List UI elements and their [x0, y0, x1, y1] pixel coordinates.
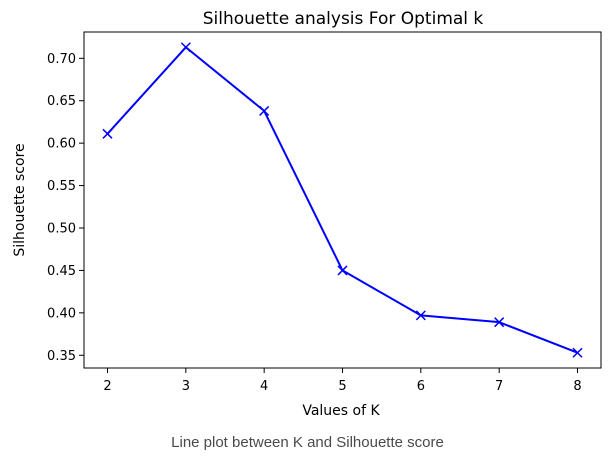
x-tick-label: 8: [573, 379, 581, 394]
y-tick-label: 0.50: [47, 222, 76, 237]
x-tick-label: 5: [338, 379, 346, 394]
plot-frame: [84, 32, 601, 368]
data-point-marker: [260, 106, 269, 115]
y-tick-label: 0.35: [47, 349, 76, 364]
data-point-marker: [103, 129, 112, 138]
data-point-marker: [573, 348, 582, 357]
chart-title: Silhouette analysis For Optimal k: [203, 9, 484, 29]
x-axis: 2 3 4 5 6 7 8: [103, 368, 581, 394]
y-tick-label: 0.55: [47, 179, 76, 194]
y-tick-label: 0.60: [47, 137, 76, 152]
data-point-marker: [338, 266, 347, 275]
data-point-marker: [181, 43, 190, 52]
series-line: [108, 47, 578, 352]
x-tick-label: 3: [182, 379, 190, 394]
y-axis: 0.35 0.40 0.45 0.50 0.55 0.60 0.65 0.70: [47, 52, 84, 364]
chart: Silhouette analysis For Optimal k 0.350.…: [0, 0, 615, 430]
series-layer: [103, 43, 582, 357]
x-tick-label: 7: [495, 379, 503, 394]
x-tick-label: 2: [103, 379, 111, 394]
y-tick-label: 0.40: [47, 306, 76, 321]
x-axis-label: Values of K: [302, 403, 380, 419]
x-tick-label: 6: [417, 379, 425, 394]
x-tick-label: 4: [260, 379, 268, 394]
y-tick-label: 0.65: [47, 94, 76, 109]
y-axis-label: Silhouette score: [12, 143, 28, 256]
figure-caption: Line plot between K and Silhouette score: [0, 434, 615, 451]
y-tick-label: 0.70: [47, 52, 76, 67]
y-tick-label: 0.45: [47, 264, 76, 279]
